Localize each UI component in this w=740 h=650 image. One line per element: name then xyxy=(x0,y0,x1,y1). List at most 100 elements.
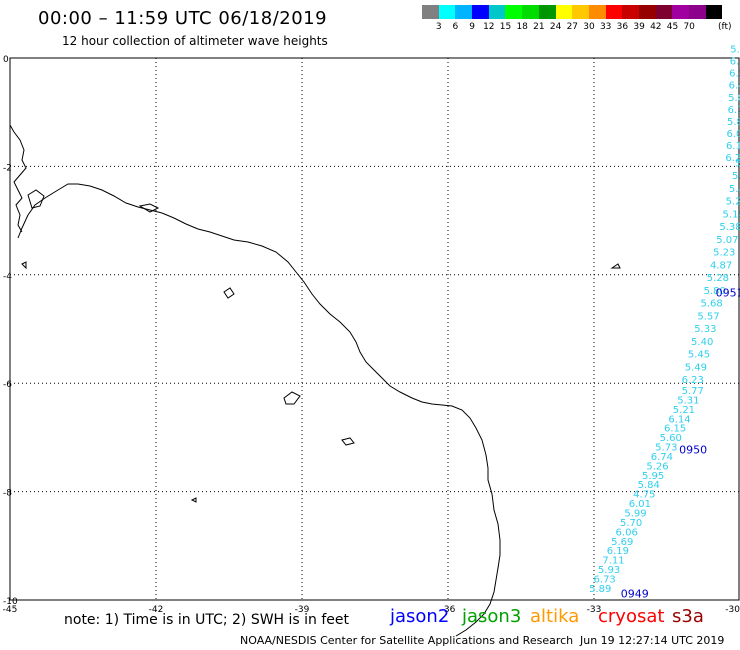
color-legend-label: 30 xyxy=(583,22,595,32)
satellite-legend-altika: altika xyxy=(530,606,580,627)
color-swatch xyxy=(655,5,673,19)
footer-note: note: 1) Time is in UTC; 2) SWH is in fe… xyxy=(64,612,350,628)
color-legend-label: 21 xyxy=(533,22,545,32)
wave-height-value: 5.38 xyxy=(719,222,740,233)
wave-height-value: 6.0 xyxy=(726,129,740,140)
lon-tick-label: -42 xyxy=(149,605,164,615)
wave-height-value: 5.93 xyxy=(598,565,620,576)
wave-height-value: 5.23 xyxy=(713,248,735,259)
wave-height-value: 5.60 xyxy=(660,433,682,444)
lon-tick-label: -45 xyxy=(3,605,18,615)
lat-tick-label: -4 xyxy=(3,272,12,282)
color-swatch xyxy=(672,5,689,19)
color-legend-label: 15 xyxy=(499,22,512,32)
wave-height-value: 6.01 xyxy=(629,499,651,510)
lat-tick-label: -10 xyxy=(3,597,18,607)
lon-tick-label: -30 xyxy=(725,605,740,615)
coastline-island-3 xyxy=(223,287,235,299)
color-swatch xyxy=(488,5,506,19)
color-swatch xyxy=(689,5,706,19)
color-legend-unit: (ft) xyxy=(718,22,732,32)
wave-height-value: 5.45 xyxy=(688,350,710,361)
lat-tick-label: -8 xyxy=(3,489,12,499)
color-legend-label: 24 xyxy=(549,22,562,32)
wave-height-value: 5.73 xyxy=(655,443,677,454)
wave-height-value: 5.46 xyxy=(732,171,740,182)
color-legend-label: 45 xyxy=(666,22,679,32)
footer-timestamp: Jun 19 12:27:14 UTC 2019 xyxy=(580,634,725,647)
coastline-island-6 xyxy=(610,263,621,269)
color-legend-label: 3 xyxy=(435,22,442,32)
color-swatch xyxy=(588,5,606,19)
color-legend-label: 18 xyxy=(516,22,528,32)
wave-height-value: 6.73 xyxy=(594,574,616,585)
wave-height-value: 6.74 xyxy=(651,452,673,463)
wave-height-value: 5.31 xyxy=(677,395,699,406)
coastline-island-7 xyxy=(21,261,27,270)
wave-height-value: 5.45 xyxy=(729,184,740,195)
color-legend-label: 6 xyxy=(452,22,459,32)
satellite-legend-jason3: jason3 xyxy=(462,606,522,627)
wave-height-value: 5.93 xyxy=(735,158,740,169)
wave-height-value: 5.26 xyxy=(646,461,668,472)
coastline-island-2 xyxy=(138,203,160,213)
lon-tick-label: -39 xyxy=(295,605,310,615)
wave-height-value: 5.07 xyxy=(716,235,738,246)
wave-height-value: 5.23 xyxy=(726,197,740,208)
coastline xyxy=(9,124,621,637)
wave-height-value: 6.06 xyxy=(616,527,638,538)
wave-height-value: 5.80 xyxy=(704,286,726,297)
color-swatch xyxy=(455,5,473,19)
color-swatch xyxy=(422,5,439,19)
axis-ticks: -45 -42 -39 -36 -33 -30 0 -2 -4 -6 -8 -10 xyxy=(3,55,740,615)
wave-height-value: 5.99 xyxy=(624,509,646,520)
wave-height-value: 5.18 xyxy=(723,209,740,220)
color-swatch xyxy=(438,5,456,19)
color-swatch xyxy=(555,5,573,19)
wave-height-value: 5.8 xyxy=(727,117,740,128)
color-swatch xyxy=(505,5,523,19)
lat-tick-label: -2 xyxy=(3,163,12,173)
color-legend-label: 12 xyxy=(483,22,495,32)
wave-height-value: 6.45 xyxy=(729,81,740,92)
track-time-label: 0951 xyxy=(716,286,740,299)
wave-height-value: 5.85 xyxy=(728,93,740,104)
wave-height-value: 6.21 xyxy=(730,57,740,68)
wave-height-value: 6.15 xyxy=(664,424,686,435)
wave-height-value: 4.87 xyxy=(710,260,732,271)
wave-height-value: 6.25 xyxy=(725,153,740,164)
track-time-label: 0949 xyxy=(621,587,649,600)
color-legend-label: 70 xyxy=(683,22,695,32)
wave-height-value: 5.33 xyxy=(694,324,716,335)
wave-height-value: 4.75 xyxy=(633,490,655,501)
color-legend xyxy=(422,5,723,19)
coastline-island-5 xyxy=(341,437,355,446)
color-swatch xyxy=(522,5,539,19)
map-grid xyxy=(9,57,740,601)
wave-height-value: 5.28 xyxy=(707,273,729,284)
lon-tick-label: -33 xyxy=(587,605,602,615)
footer-credit: NOAA/NESDIS Center for Satellite Applica… xyxy=(240,634,574,647)
color-swatch xyxy=(572,5,589,19)
wave-height-value: 6.19 xyxy=(607,546,629,557)
map-title: 00:00 – 11:59 UTC 06/18/2019 xyxy=(38,8,328,29)
coastline-island-4 xyxy=(283,391,301,405)
color-swatch xyxy=(705,5,723,19)
color-legend-label: 9 xyxy=(469,22,475,32)
wave-height-value: 6.1 xyxy=(726,141,740,152)
satellite-legend-cryosat: cryosat xyxy=(598,606,665,627)
coastline-mainland xyxy=(17,183,501,637)
color-swatch xyxy=(472,5,489,19)
wave-height-value: 5.84 xyxy=(638,480,660,491)
satellite-legend-jason2: jason2 xyxy=(390,606,450,627)
color-legend-label: 42 xyxy=(650,22,662,32)
wave-height-value: 5.95 xyxy=(642,471,664,482)
lat-tick-label: 0 xyxy=(3,55,9,65)
color-legend-label: 27 xyxy=(566,22,579,32)
color-legend-label: 36 xyxy=(616,22,629,32)
color-legend-label: 39 xyxy=(633,22,645,32)
wave-height-value: 5.69 xyxy=(611,537,633,548)
wave-height-value: 5.57 xyxy=(697,311,719,322)
coastline-north xyxy=(9,124,27,233)
wave-height-value: 5.89 xyxy=(589,584,611,595)
